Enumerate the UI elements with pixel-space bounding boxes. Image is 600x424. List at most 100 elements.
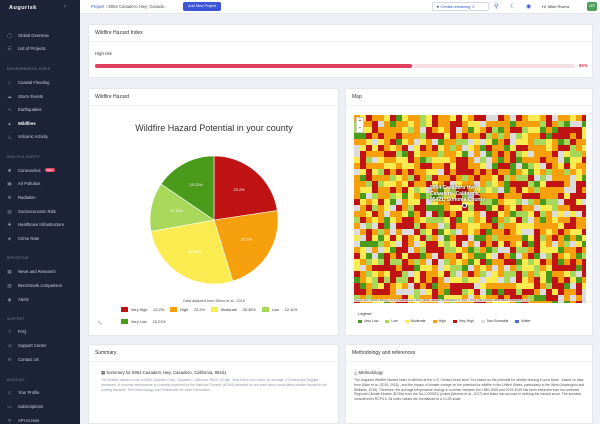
map-cell <box>468 247 474 253</box>
bell-icon[interactable]: ◉ <box>526 4 532 10</box>
map-cell <box>540 175 546 181</box>
map-cell <box>486 139 492 145</box>
map-legend-swatch <box>515 319 520 323</box>
sidebar-item-your-profile[interactable]: ☺ Your Profile <box>7 389 40 395</box>
map-cell <box>438 139 444 145</box>
map-cell <box>552 223 558 229</box>
sidebar-item-radiation[interactable]: ☢ Radiation <box>7 194 36 200</box>
map-cell <box>366 247 372 253</box>
map-cell <box>432 247 438 253</box>
map-cell <box>360 187 366 193</box>
chart-legend-item[interactable]: Very Low 15.21% <box>121 319 166 324</box>
map-cell <box>504 235 510 241</box>
sidebar-item-healthcare-infrastructure[interactable]: ✚ Healthcare Infrastructure <box>7 221 65 227</box>
map-cell <box>438 283 444 289</box>
hazard-map[interactable]: + − 5954 Casadero Hwy, Casadero, Californ… <box>354 115 586 303</box>
map-cell <box>564 271 570 277</box>
sidebar-item-crime-rate[interactable]: ◈ Crime Rate <box>7 235 40 241</box>
sidebar-item-benchmark-comparison[interactable]: ▧ Benchmark comparison <box>7 282 62 288</box>
breadcrumb-project-link[interactable]: Project <box>91 4 105 9</box>
pie-slice-very-high[interactable] <box>213 155 278 221</box>
sidebar-item-subscriptions[interactable]: ▭ Subscriptions <box>7 403 44 409</box>
sidebar-item-air-pollution[interactable]: ▣ Air Pollution <box>7 180 41 186</box>
map-cell <box>516 133 522 139</box>
sidebar-item-faq[interactable]: ? FAQ <box>8 328 27 334</box>
search-icon[interactable]: ⚲ <box>494 4 499 10</box>
sidebar-item-contact-us[interactable]: ✉ Contact Us <box>7 356 39 362</box>
chart-icon: ▤ <box>7 208 12 214</box>
pie-slice-high[interactable] <box>213 210 279 282</box>
sidebar-item-global-overview[interactable]: ◯ Global Overview <box>7 32 49 38</box>
zoom-in-icon[interactable]: + <box>358 118 362 124</box>
collapse-sidebar-icon[interactable]: ‹ <box>64 4 66 10</box>
chart-legend-item[interactable]: Low 12.11% <box>261 307 297 312</box>
map-cell <box>462 217 468 223</box>
pie-slice-very-low[interactable] <box>160 155 215 221</box>
map-cell <box>510 241 516 247</box>
sidebar-item-list-of-projects[interactable]: ☰ List of Projects <box>7 45 46 51</box>
map-cell <box>444 205 450 211</box>
chart-legend-item[interactable]: Moderate 26.35% <box>210 307 256 312</box>
map-cell <box>516 151 522 157</box>
map-cell <box>390 271 396 277</box>
map-cell <box>366 193 372 199</box>
map-cell <box>534 199 540 205</box>
chart-legend-item[interactable]: Very High 22.2% <box>121 307 164 312</box>
map-cell <box>462 283 468 289</box>
sidebar-item-earthquakes[interactable]: ∿ Earthquakes <box>7 106 42 112</box>
add-new-project-button[interactable]: Add New Project <box>183 2 222 11</box>
map-cell <box>390 253 396 259</box>
map-cell <box>534 235 540 241</box>
map-cell <box>456 259 462 265</box>
sidebar-item-volcanic-activity[interactable]: △ Volcanic Activity <box>7 133 48 139</box>
location-pin-icon[interactable] <box>462 203 467 208</box>
sidebar-item-storm-events[interactable]: ☁ Storm Events <box>7 93 44 99</box>
map-cell <box>426 211 432 217</box>
map-cell <box>396 121 402 127</box>
map-cell <box>486 205 492 211</box>
map-cell <box>570 127 576 133</box>
map-cell <box>528 127 534 133</box>
credits-remaining-button[interactable]: ★ Credits remaining: 0 <box>432 2 489 11</box>
sidebar-item-coronavirus[interactable]: ✹ Coronavirus New <box>7 167 55 173</box>
map-cell <box>534 247 540 253</box>
map-cell <box>486 133 492 139</box>
radiation-icon: ☢ <box>7 194 12 200</box>
map-cell <box>528 259 534 265</box>
zoom-controls[interactable]: + − <box>356 117 364 133</box>
map-cell <box>468 283 474 289</box>
user-greeting[interactable]: Hi, Mike Rivera <box>542 4 570 9</box>
chart-legend-item[interactable]: High 22.2% <box>170 307 205 312</box>
map-cell <box>366 145 372 151</box>
sidebar-item-coastal-flooding[interactable]: ≈ Coastal Flooding <box>8 79 50 85</box>
map-cell <box>576 271 582 277</box>
map-cell <box>420 121 426 127</box>
map-cell <box>390 295 396 301</box>
map-cell <box>516 175 522 181</box>
sidebar-item-api-access[interactable]: ⚲ API Access <box>7 417 40 423</box>
map-cell <box>516 139 522 145</box>
map-cell <box>486 121 492 127</box>
sidebar-item-alerts[interactable]: ◉ Alerts <box>7 296 29 302</box>
map-cell <box>552 277 558 283</box>
map-cell <box>498 175 504 181</box>
map-cell <box>522 199 528 205</box>
map-cell <box>582 115 586 121</box>
pie-slice-moderate[interactable] <box>150 219 234 285</box>
sidebar-item-support-center[interactable]: ☏ Support Center <box>7 342 47 348</box>
map-cell <box>354 295 360 301</box>
map-cell <box>582 259 586 265</box>
app-logo[interactable]: Augurisk <box>9 5 37 11</box>
map-cell <box>522 217 528 223</box>
sidebar-item-news-and-research[interactable]: ▦ News and Research <box>7 268 56 274</box>
map-cell <box>546 253 552 259</box>
map-cell <box>576 187 582 193</box>
map-cell <box>480 289 486 295</box>
avatar[interactable]: MR <box>587 2 597 11</box>
map-cell <box>384 133 390 139</box>
moon-icon[interactable]: ☾ <box>510 4 516 10</box>
sidebar-item-socioeconomic-risk[interactable]: ▤ Socioeconomic Risk <box>7 208 56 214</box>
sidebar-item-wildfires[interactable]: ▲ Wildfires <box>7 120 36 126</box>
zoom-out-icon[interactable]: − <box>358 125 362 131</box>
map-cell <box>558 175 564 181</box>
